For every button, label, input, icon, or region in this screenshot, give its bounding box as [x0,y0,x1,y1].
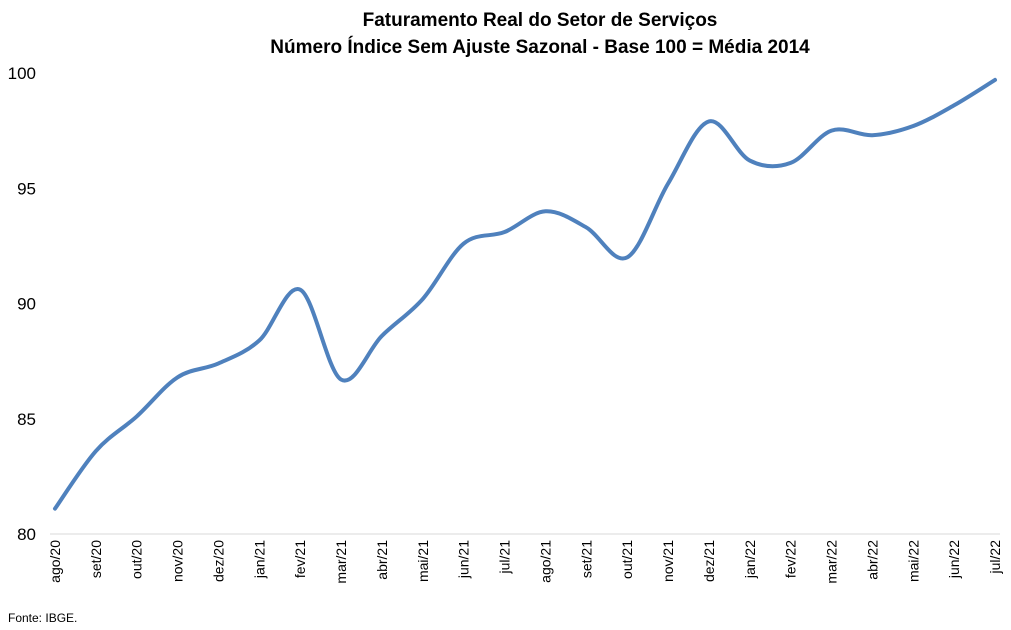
x-tick-label: abr/22 [864,540,880,580]
x-tick-label: ago/20 [47,540,63,583]
y-tick-label: 85 [17,410,36,429]
data-point [707,119,711,123]
x-tick-label: dez/21 [701,540,717,582]
x-tick-label: out/21 [619,540,635,579]
data-point [216,361,220,365]
data-point [584,225,588,229]
x-tick-label: nov/20 [170,540,186,582]
data-point [625,255,629,259]
data-point [257,338,261,342]
y-tick-label: 80 [17,525,36,544]
data-point [53,507,57,511]
data-point [666,182,670,186]
data-point [952,103,956,107]
data-point [176,375,180,379]
y-tick-label: 100 [8,64,36,83]
x-tick-label: fev/21 [292,540,308,578]
data-point [789,161,793,165]
x-tick-label: nov/21 [660,540,676,582]
data-point [830,129,834,133]
data-point [543,209,547,213]
x-tick-label: mai/22 [905,540,921,582]
data-point [339,378,343,382]
chart-title: Faturamento Real do Setor de Serviços [363,10,718,31]
source-note: Fonte: IBGE. [8,611,77,625]
data-point [870,133,874,137]
data-point [94,449,98,453]
x-tick-label: set/20 [88,540,104,578]
x-tick-label: jan/21 [251,540,267,579]
x-tick-label: out/20 [129,540,145,579]
x-tick-label: set/21 [578,540,594,578]
x-tick-label: dez/20 [210,540,226,582]
data-point [993,78,997,82]
y-tick-label: 95 [17,179,36,198]
data-point [911,124,915,128]
series-line [53,77,997,511]
x-tick-label: fev/22 [783,540,799,578]
x-tick-label: jun/21 [456,540,472,579]
data-point [298,288,302,292]
data-point [503,230,507,234]
chart-subtitle: Número Índice Sem Ajuste Sazonal - Base … [270,36,810,58]
x-axis: ago/20 set/20 out/20 nov/20 dez/20 jan/21 fev/… [47,540,1003,584]
y-tick-label: 90 [17,295,36,314]
x-tick-label: mar/22 [824,540,840,584]
y-axis: 80 85 90 95 100 [8,64,36,544]
x-tick-label: abr/21 [374,540,390,580]
data-point [462,242,466,246]
x-tick-label: jul/22 [987,540,1003,575]
data-point [748,159,752,163]
x-tick-label: jan/22 [742,540,758,579]
series-layer [53,77,997,511]
data-point [421,297,425,301]
x-tick-label: mai/21 [415,540,431,582]
data-point [380,334,384,338]
data-point [135,414,139,418]
x-tick-label: jul/21 [497,540,513,575]
x-tick-label: jun/22 [946,540,962,579]
x-tick-label: ago/21 [537,540,553,583]
x-tick-label: mar/21 [333,540,349,584]
